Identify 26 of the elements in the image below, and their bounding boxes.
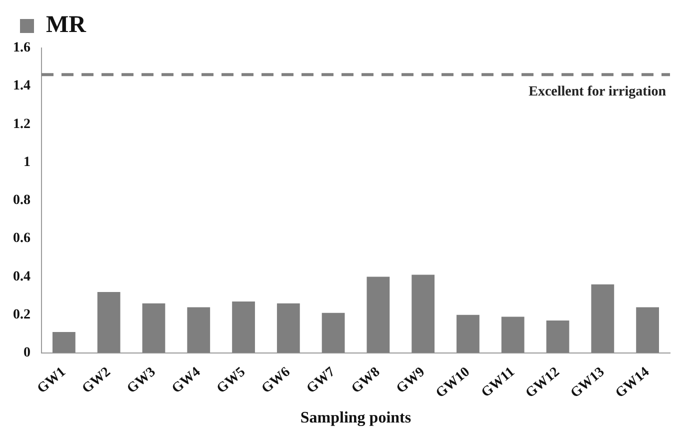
- y-tick-label: 1: [24, 154, 30, 170]
- bar: [456, 314, 480, 353]
- bar: [142, 303, 166, 353]
- bar: [546, 320, 570, 353]
- bar: [591, 284, 614, 353]
- y-tick-label: 0: [24, 346, 30, 361]
- bar: [412, 274, 435, 353]
- bar: [276, 303, 300, 353]
- bar: [636, 307, 659, 353]
- bar: [366, 276, 390, 353]
- bar: [52, 332, 76, 353]
- bar: [322, 312, 345, 353]
- bar: [187, 307, 210, 353]
- bar: [97, 292, 120, 353]
- bar: [501, 316, 524, 353]
- ref-line-label: Excellent for irrigation: [528, 84, 666, 100]
- y-tick-label: 0.6: [13, 231, 30, 246]
- x-axis-title: Sampling points: [300, 410, 412, 427]
- y-tick-label: 0.8: [13, 193, 30, 208]
- bar: [232, 301, 255, 353]
- legend-label: MR: [46, 12, 87, 38]
- y-tick-label: 1.2: [13, 116, 30, 132]
- y-tick-label: 1.6: [13, 40, 30, 56]
- y-tick-label: 0.2: [13, 307, 30, 322]
- y-tick-label: 0.4: [13, 269, 30, 284]
- y-tick-label: 1.4: [13, 78, 30, 94]
